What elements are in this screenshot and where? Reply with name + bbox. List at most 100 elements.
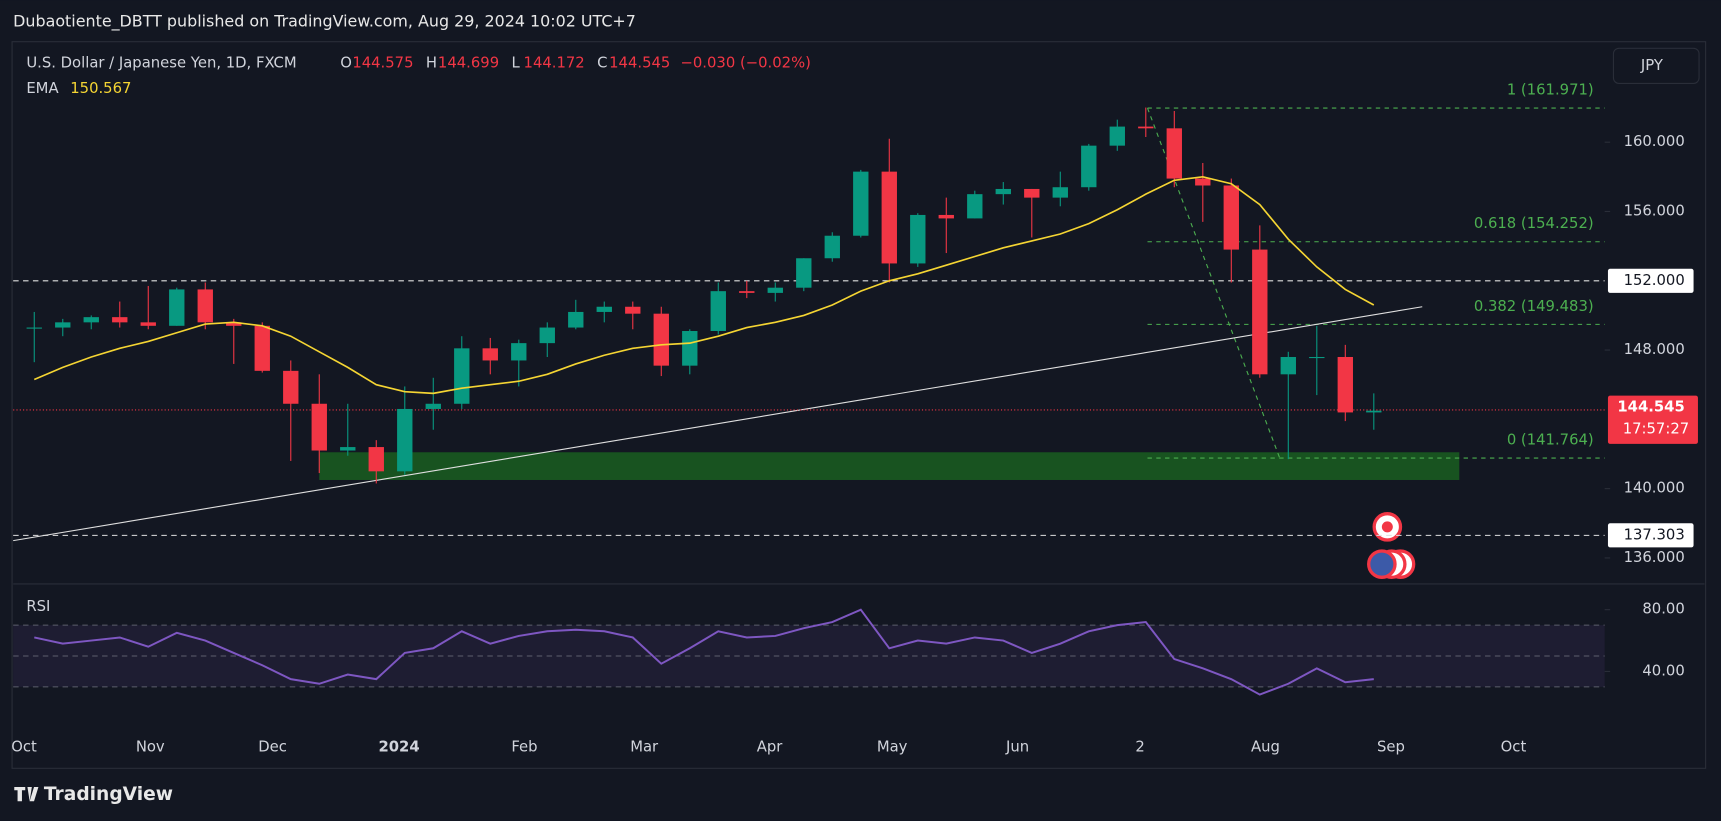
trendline: [13, 306, 1423, 542]
event-icon-dot: [1381, 521, 1393, 533]
ohlc-letter: H: [426, 55, 437, 72]
x-tick-label: Sep: [1377, 738, 1405, 755]
y-tick-label: 148.000: [1624, 341, 1685, 358]
header: Dubaotiente_DBTT published on TradingVie…: [13, 11, 636, 31]
candle-body: [853, 171, 869, 236]
change: −0.030 (−0.02%): [680, 55, 810, 72]
event-icon-flag[interactable]: [1367, 549, 1397, 579]
y-tick-label: 156.000: [1624, 202, 1685, 219]
candle-body: [1024, 188, 1040, 198]
y-tick-label: 160.000: [1624, 133, 1685, 150]
price-box: [1607, 268, 1694, 293]
candle-body: [625, 306, 641, 314]
ohlc-value: 144.545: [609, 55, 670, 72]
event-icons[interactable]: [1367, 512, 1416, 579]
price-box-label: 152.000: [1624, 272, 1685, 289]
candle-body: [169, 289, 185, 326]
candle-body: [1052, 187, 1068, 198]
candle-body: [1223, 185, 1239, 250]
candle-body: [568, 311, 584, 328]
y-tick-label: 136.000: [1624, 549, 1685, 566]
price-box-label: 137.303: [1624, 526, 1685, 543]
candle-body: [140, 322, 156, 326]
candle-body: [1309, 356, 1325, 359]
x-tick-label: Oct: [1501, 738, 1527, 755]
x-tick-label: May: [877, 738, 908, 755]
candle-body: [796, 258, 812, 288]
candle-body: [682, 331, 698, 366]
candle-body: [397, 408, 413, 472]
fib-label: 1 (161.971): [1507, 81, 1594, 98]
candle-body: [112, 317, 128, 323]
countdown: 17:57:27: [1623, 421, 1689, 438]
candle-body: [226, 322, 242, 326]
candle-body: [425, 403, 441, 409]
candle-body: [739, 291, 755, 293]
x-tick-label: Aug: [1251, 738, 1280, 755]
candle-body: [1109, 126, 1125, 146]
ema-label: EMA: [26, 80, 58, 97]
currency[interactable]: JPY: [1640, 57, 1664, 74]
candle-body: [1280, 356, 1296, 375]
y-tick-label: 140.000: [1624, 480, 1685, 497]
fib-label: 0.618 (154.252): [1474, 215, 1594, 232]
rsi-line: [34, 608, 1374, 696]
ohlc-letter: O: [340, 55, 352, 72]
ema-line: [33, 175, 1375, 395]
rsi-y-tick-label: 40.00: [1642, 662, 1684, 679]
x-tick-label: Oct: [11, 738, 37, 755]
ema-value: 150.567: [70, 80, 131, 97]
currency-button[interactable]: [1612, 47, 1700, 84]
ohlc-letter: C: [597, 55, 607, 72]
candle-body: [55, 322, 71, 328]
candle-body: [83, 317, 99, 323]
x-tick-label: Feb: [511, 738, 537, 755]
candle-body: [340, 447, 356, 451]
fib-label: 0 (141.764): [1507, 432, 1594, 449]
rsi-label: RSI: [26, 598, 50, 615]
candle-body: [482, 348, 498, 361]
candle-body: [767, 287, 783, 293]
candle-body: [1337, 356, 1353, 413]
fib-label: 0.382 (149.483): [1474, 298, 1594, 315]
candle-body: [967, 194, 983, 219]
candle-body: [1081, 145, 1097, 188]
x-tick-label: Apr: [757, 738, 784, 755]
x-tick-label: Dec: [258, 738, 287, 755]
rsi-y-tick-label: 80.00: [1642, 601, 1684, 618]
candle-body: [1366, 410, 1382, 413]
footer-logo: TradingView: [44, 784, 173, 805]
support-zone: [319, 452, 1460, 480]
ohlc-letter: L: [511, 55, 520, 72]
x-tick-label: Nov: [136, 738, 165, 755]
logo-mark: [14, 786, 39, 802]
x-tick-label: Jun: [1005, 738, 1029, 755]
ohlc-value: 144.699: [438, 55, 499, 72]
candle-body: [254, 325, 270, 371]
candle-body: [454, 348, 470, 404]
candle-body: [710, 291, 726, 332]
price-box: [1607, 523, 1694, 548]
ohlc-value: 144.575: [352, 55, 413, 72]
ohlc-value: 144.172: [524, 55, 585, 72]
candle-body: [1166, 128, 1182, 179]
last-price-label: 144.545: [1617, 399, 1684, 416]
last-price-box: [1607, 395, 1698, 444]
candle-body: [1195, 178, 1211, 186]
candle-body: [995, 188, 1011, 195]
candle-body: [283, 370, 299, 404]
candle-body: [1138, 126, 1154, 129]
x-tick-label: 2: [1135, 738, 1144, 755]
x-tick-label: 2024: [378, 738, 419, 755]
candle-body: [910, 214, 926, 264]
chart-frame: [11, 41, 1707, 769]
candle-body: [653, 313, 669, 366]
candle-body: [1252, 249, 1268, 375]
candle-body: [824, 235, 840, 259]
candle-body: [511, 343, 527, 361]
candle-body: [368, 447, 384, 472]
candle-body: [539, 327, 555, 344]
